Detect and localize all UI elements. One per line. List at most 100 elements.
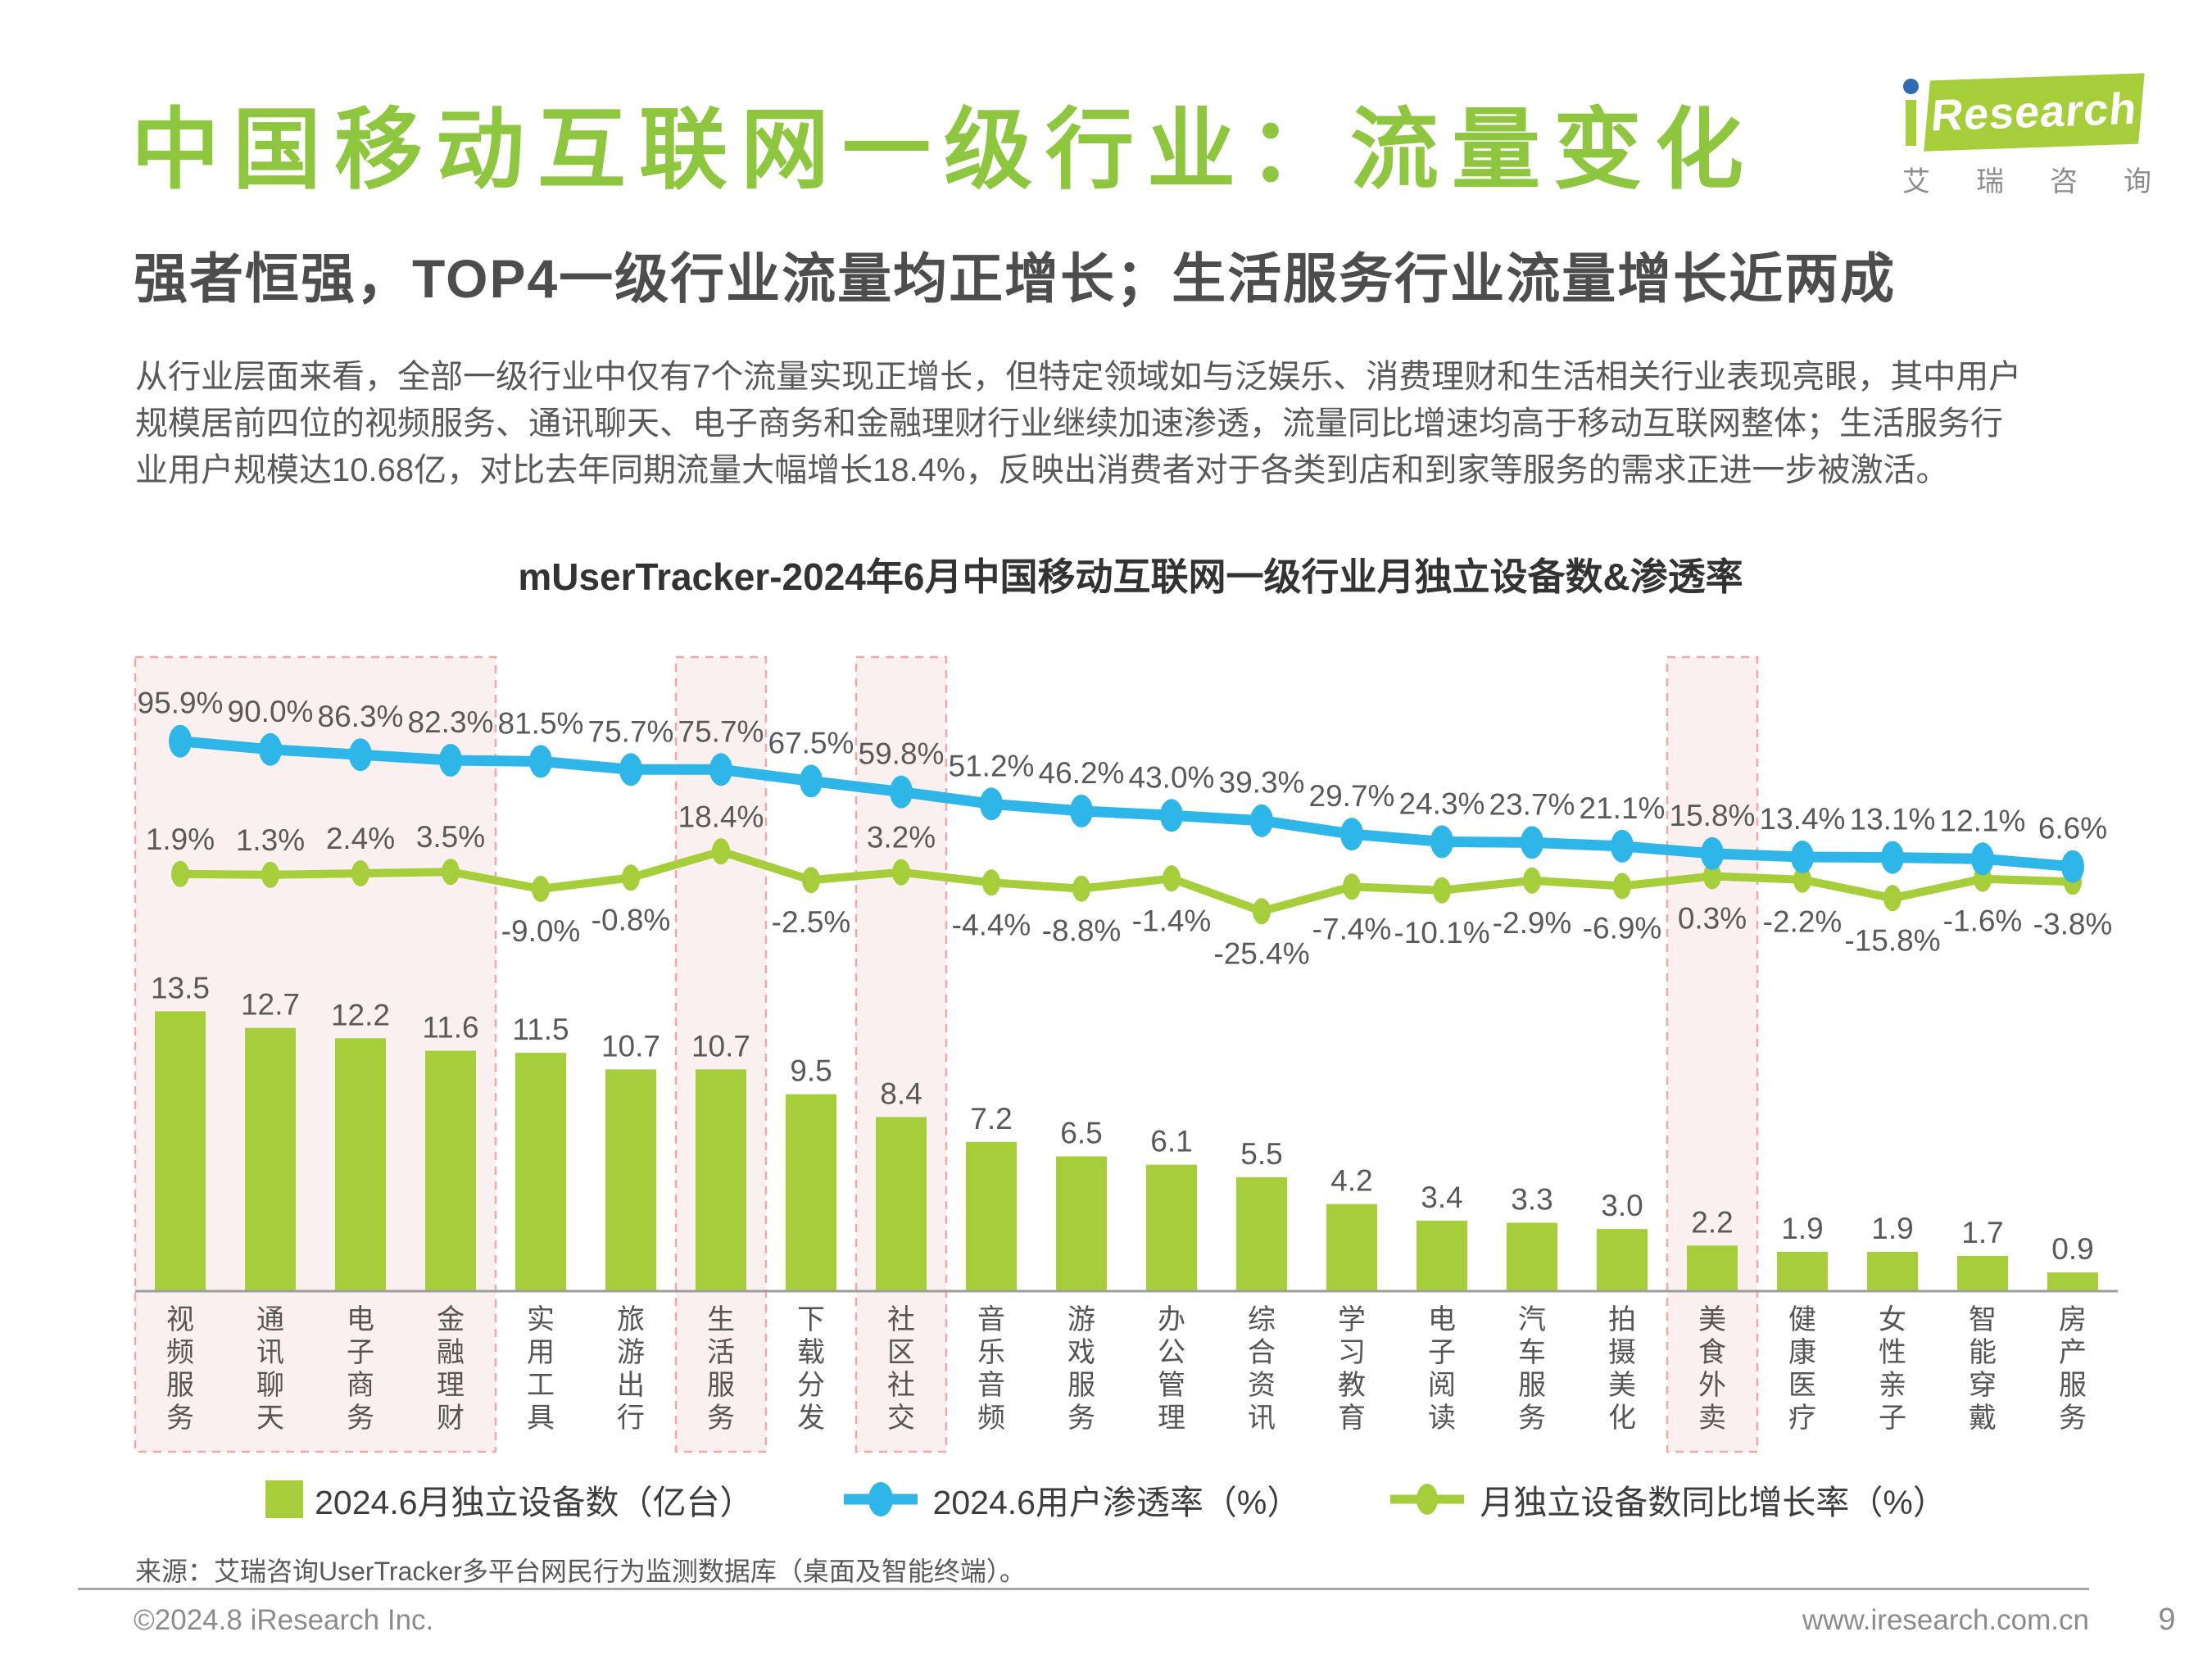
growth-point [1613, 873, 1631, 900]
bar [786, 1094, 836, 1291]
penetration-point [1521, 826, 1543, 859]
line-dot-blue-icon [843, 1482, 918, 1516]
bar [1326, 1203, 1377, 1291]
line-dot-green-icon [1390, 1484, 1465, 1515]
source-note: 来源：艾瑞咨询UserTracker多平台网民行为监测数据库（桌面及智能终端）。 [135, 1557, 1026, 1586]
category-label: 游戏服务 [1067, 1304, 1095, 1434]
penetration-label: 46.2% [1039, 756, 1125, 790]
penetration-label: 90.0% [228, 695, 314, 728]
category-label: 生活服务 [707, 1304, 735, 1434]
bar-value-label: 1.7 [1961, 1216, 2003, 1249]
penetration-point [1791, 841, 1814, 873]
category-label: 通讯聊天 [256, 1304, 284, 1434]
bar-value-label: 2.2 [1691, 1205, 1733, 1239]
category-label: 音乐音频 [977, 1304, 1005, 1434]
logo-plate: Research [1924, 73, 2145, 152]
penetration-label: 81.5% [498, 706, 584, 740]
penetration-label: 13.1% [1850, 803, 1936, 836]
chart-title: mUserTracker-2024年6月中国移动互联网一级行业月独立设备数&渗透… [518, 555, 1743, 598]
growth-point [1163, 865, 1181, 892]
penetration-point [709, 753, 732, 786]
penetration-point [2061, 850, 2084, 883]
growth-point [1072, 875, 1090, 902]
growth-label: 18.4% [678, 800, 764, 833]
bar-value-label: 9.5 [790, 1054, 832, 1088]
growth-point [1343, 873, 1361, 900]
legend-item-growth: 月独立设备数同比增长率（%） [1386, 1475, 1947, 1524]
category-label: 社区社交 [887, 1304, 915, 1434]
penetration-label: 67.5% [768, 726, 854, 759]
penetration-label: 51.2% [949, 749, 1035, 782]
paragraph-line: 规模居前四位的视频服务、通讯聊天、电子商务和金融理财行业继续加速渗透，流量同比增… [135, 406, 2003, 442]
bar [1777, 1251, 1828, 1291]
growth-label: -7.4% [1312, 912, 1392, 945]
penetration-point [1881, 841, 1904, 874]
bar [1867, 1251, 1918, 1291]
growth-label: -2.9% [1493, 906, 1572, 940]
bar [1687, 1245, 1738, 1291]
growth-label: -1.6% [1943, 904, 2023, 938]
growth-label: -15.8% [1844, 923, 1940, 957]
growth-label: -0.8% [592, 903, 671, 936]
growth-point [442, 859, 460, 886]
paragraph-line: 从行业层面来看，全部一级行业中仅有7个流量实现正增长，但特定领域如与泛娱乐、消费… [135, 359, 2022, 395]
penetration-point [529, 745, 552, 778]
logo-brand-text: Research [1929, 84, 2140, 141]
penetration-point [439, 744, 462, 777]
penetration-point [619, 753, 642, 786]
penetration-label: 29.7% [1309, 779, 1395, 813]
penetration-label: 24.3% [1399, 786, 1485, 820]
bar-swatch-icon [265, 1480, 304, 1518]
category-label: 实用工具 [527, 1304, 555, 1434]
category-label: 智能穿戴 [1969, 1304, 1997, 1434]
growth-label: -3.8% [2033, 907, 2113, 941]
penetration-point [890, 775, 913, 809]
bar-value-label: 6.5 [1060, 1117, 1102, 1150]
footer-divider [78, 1588, 2089, 1590]
bar-value-label: 3.4 [1421, 1181, 1462, 1214]
penetration-label: 82.3% [408, 705, 494, 739]
penetration-point [1160, 799, 1183, 832]
logo-i-dot-icon [1903, 79, 1919, 94]
penetration-point [1701, 836, 1724, 870]
category-label: 汽车服务 [1518, 1304, 1546, 1434]
category-label: 房产服务 [2059, 1304, 2087, 1434]
penetration-label: 23.7% [1489, 787, 1575, 821]
bar-value-label: 3.3 [1511, 1183, 1552, 1217]
penetration-label: 86.3% [318, 700, 404, 733]
growth-label: 2.4% [326, 822, 395, 855]
category-label: 下载分发 [797, 1304, 825, 1434]
bar [1056, 1156, 1107, 1291]
penetration-point [349, 738, 372, 772]
chart-area: 13.5 12.7 12.2 11.6 11.5 10.7 10.7 9.5 8.4 7.2 6.5… [115, 647, 2146, 1466]
growth-label: -1.4% [1132, 904, 1212, 937]
bar [605, 1069, 656, 1291]
growth-label: 1.9% [146, 823, 215, 856]
footer-page-number: 9 [2158, 1602, 2176, 1637]
body-paragraph: 从行业层面来看，全部一级行业中仅有7个流量实现正增长，但特定领域如与泛娱乐、消费… [135, 354, 2052, 494]
category-label: 拍摄美化 [1608, 1304, 1636, 1434]
penetration-label: 43.0% [1129, 760, 1215, 794]
penetration-label: 75.7% [678, 714, 764, 748]
penetration-point [800, 764, 823, 798]
bar-value-label: 7.2 [970, 1102, 1012, 1135]
bar-value-label: 12.2 [331, 998, 390, 1031]
growth-line [176, 847, 2077, 916]
legend-label: 2024.6月独立设备数（亿台） [315, 1484, 754, 1521]
bar [1236, 1176, 1287, 1292]
category-label: 视频服务 [166, 1304, 194, 1434]
category-label: 金融理财 [437, 1304, 465, 1434]
penetration-label: 95.9% [138, 687, 224, 720]
penetration-label: 12.1% [1940, 804, 2026, 837]
logo-caption: 艾瑞咨询 [1902, 166, 2197, 197]
growth-label: 0.3% [1678, 902, 1747, 936]
penetration-point [169, 724, 192, 758]
category-label: 办公管理 [1158, 1304, 1185, 1434]
growth-label: -9.0% [501, 914, 581, 948]
bar [2047, 1272, 2098, 1291]
growth-label: -2.5% [772, 905, 851, 939]
bar-value-label: 4.2 [1330, 1164, 1372, 1198]
growth-point [982, 869, 1000, 896]
bar-value-label: 1.9 [1781, 1212, 1823, 1245]
bar [335, 1038, 386, 1291]
